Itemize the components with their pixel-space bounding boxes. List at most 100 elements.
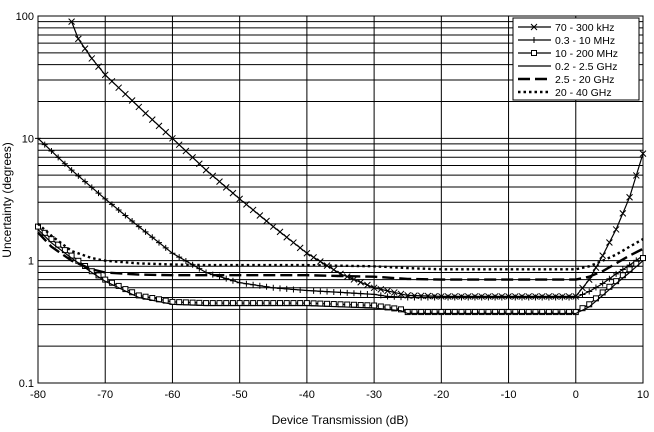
- data-point-plus-marker: [485, 294, 492, 301]
- data-point-plus-marker: [357, 290, 364, 297]
- data-point-square-marker: [505, 309, 512, 316]
- data-point-x-marker: [222, 184, 230, 191]
- data-point-square-marker: [438, 309, 445, 316]
- data-point-square-marker: [398, 306, 404, 313]
- data-point-x-marker: [209, 172, 217, 180]
- data-point-plus-marker: [559, 294, 566, 301]
- data-point-square-marker: [350, 301, 357, 308]
- data-point-square-marker: [531, 50, 537, 56]
- data-point-x-marker: [68, 18, 75, 25]
- data-point-plus-marker: [243, 280, 250, 287]
- data-point-x-marker: [74, 35, 82, 43]
- data-point-x-marker: [263, 217, 270, 225]
- data-point-x-marker: [364, 281, 371, 289]
- data-point-x-marker: [296, 244, 304, 252]
- data-point-square-marker: [357, 302, 364, 309]
- data-point-square-marker: [559, 309, 566, 316]
- y-axis-title: Uncertainty (degrees): [0, 142, 14, 257]
- data-point-square-marker: [471, 309, 478, 316]
- data-point-plus-marker: [592, 284, 599, 291]
- data-point-square-marker: [371, 302, 378, 309]
- data-point-plus-marker: [223, 275, 230, 282]
- data-point-square-marker: [465, 309, 472, 316]
- x-tick-label: -80: [30, 389, 46, 401]
- plot-area-frame: [37, 15, 644, 384]
- data-point-x-marker: [269, 223, 277, 230]
- data-point-square-marker: [498, 309, 505, 316]
- data-point-plus-marker: [229, 277, 236, 284]
- data-point-plus-marker: [290, 286, 297, 293]
- data-point-square-marker: [303, 300, 310, 307]
- data-point-square-marker: [418, 309, 425, 316]
- data-point-plus-marker: [519, 294, 525, 301]
- data-point-plus-marker: [277, 285, 283, 292]
- data-point-plus-marker: [162, 244, 169, 251]
- data-point-x-marker: [639, 150, 647, 157]
- data-point-x-marker: [377, 285, 385, 293]
- data-point-plus-marker: [35, 135, 41, 142]
- data-point-square-marker: [337, 301, 344, 308]
- data-point-square-marker: [485, 309, 492, 316]
- data-point-plus-marker: [445, 294, 452, 301]
- y-tick-label: 0.1: [19, 378, 34, 390]
- data-point-plus-marker: [169, 250, 176, 257]
- data-point-plus-marker: [606, 275, 613, 282]
- data-point-square-marker: [344, 301, 351, 308]
- legend-label: 0.3 - 10 MHz: [555, 35, 615, 47]
- data-point-x-marker: [202, 166, 210, 174]
- x-tick-label: -20: [433, 389, 449, 401]
- data-point-x-marker: [599, 252, 607, 259]
- data-point-x-marker: [216, 178, 223, 185]
- data-point-plus-marker: [478, 294, 485, 301]
- data-point-x-marker: [236, 195, 244, 203]
- legend-label: 70 - 300 kHz: [555, 22, 615, 34]
- data-point-plus-marker: [411, 294, 418, 301]
- data-point-x-marker: [256, 212, 264, 219]
- data-point-square-marker: [223, 300, 230, 307]
- data-point-plus-marker: [182, 257, 189, 264]
- data-point-square-marker: [640, 255, 646, 262]
- data-point-x-marker: [619, 209, 627, 217]
- data-point-x-marker: [370, 284, 378, 292]
- data-point-x-marker: [169, 134, 176, 142]
- data-point-plus-marker: [122, 212, 129, 219]
- data-point-square-marker: [310, 300, 317, 307]
- series-3: [35, 223, 646, 316]
- data-point-x-marker: [290, 239, 297, 246]
- data-point-plus-marker: [579, 291, 586, 298]
- data-point-x-marker: [182, 147, 190, 155]
- data-point-square-marker: [519, 309, 525, 316]
- data-point-plus-marker: [458, 294, 465, 301]
- data-point-plus-marker: [404, 294, 411, 301]
- x-tick-label: -60: [164, 389, 180, 401]
- data-point-square-marker: [256, 300, 263, 307]
- data-point-square-marker: [525, 309, 532, 316]
- data-point-x-marker: [357, 278, 365, 286]
- data-point-x-marker: [101, 71, 109, 79]
- data-point-plus-marker: [337, 289, 344, 296]
- data-point-square-marker: [229, 300, 236, 307]
- data-point-x-marker: [155, 122, 163, 130]
- data-point-plus-marker: [88, 184, 95, 191]
- data-point-square-marker: [297, 300, 304, 307]
- data-point-x-marker: [81, 45, 89, 53]
- y-tick-label: 100: [16, 11, 34, 23]
- data-point-square-marker: [55, 241, 62, 248]
- data-point-square-marker: [270, 300, 277, 307]
- data-point-square-marker: [209, 300, 216, 307]
- y-tick-label: 10: [22, 133, 34, 145]
- data-point-plus-marker: [263, 283, 270, 290]
- data-point-plus-marker: [317, 288, 324, 295]
- data-point-square-marker: [492, 309, 499, 316]
- data-point-x-marker: [195, 160, 203, 168]
- data-point-x-marker: [330, 266, 338, 274]
- data-point-x-marker: [310, 254, 317, 261]
- data-point-square-marker: [317, 300, 324, 307]
- data-point-plus-marker: [377, 292, 384, 299]
- data-point-plus-marker: [364, 291, 371, 298]
- x-tick-label: -50: [232, 389, 248, 401]
- data-point-square-marker: [250, 300, 257, 307]
- data-point-plus-marker: [471, 294, 478, 301]
- legend-item: 20 - 40 GHz: [518, 87, 612, 99]
- data-point-square-marker: [236, 300, 243, 307]
